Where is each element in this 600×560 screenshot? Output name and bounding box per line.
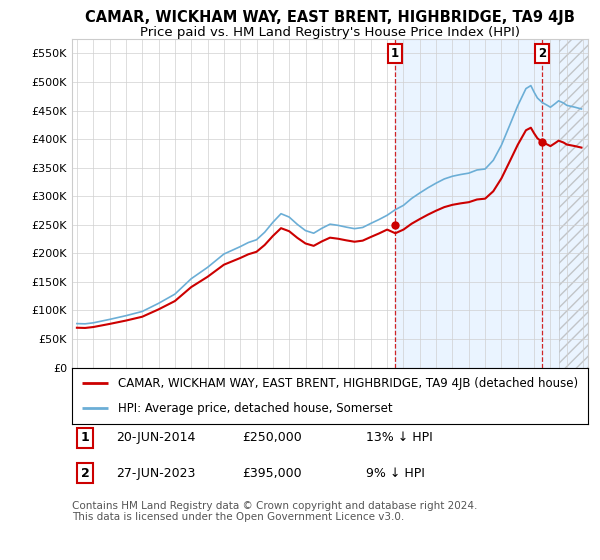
Text: CAMAR, WICKHAM WAY, EAST BRENT, HIGHBRIDGE, TA9 4JB: CAMAR, WICKHAM WAY, EAST BRENT, HIGHBRID… xyxy=(85,10,575,25)
Text: 9% ↓ HPI: 9% ↓ HPI xyxy=(366,466,425,480)
Text: 1: 1 xyxy=(391,48,399,60)
Text: £395,000: £395,000 xyxy=(242,466,302,480)
Bar xyxy=(395,39,588,367)
Text: 20-JUN-2014: 20-JUN-2014 xyxy=(116,431,195,444)
Title: Price paid vs. HM Land Registry's House Price Index (HPI): Price paid vs. HM Land Registry's House … xyxy=(140,26,520,39)
Text: £250,000: £250,000 xyxy=(242,431,302,444)
Text: 27-JUN-2023: 27-JUN-2023 xyxy=(116,466,195,480)
Text: HPI: Average price, detached house, Somerset: HPI: Average price, detached house, Some… xyxy=(118,402,393,415)
Text: 2: 2 xyxy=(80,466,89,480)
Text: 2: 2 xyxy=(538,48,546,60)
Bar xyxy=(559,39,588,367)
Text: CAMAR, WICKHAM WAY, EAST BRENT, HIGHBRIDGE, TA9 4JB (detached house): CAMAR, WICKHAM WAY, EAST BRENT, HIGHBRID… xyxy=(118,377,578,390)
Text: Contains HM Land Registry data © Crown copyright and database right 2024.
This d: Contains HM Land Registry data © Crown c… xyxy=(72,501,478,522)
Text: 13% ↓ HPI: 13% ↓ HPI xyxy=(366,431,433,444)
Text: 1: 1 xyxy=(80,431,89,444)
